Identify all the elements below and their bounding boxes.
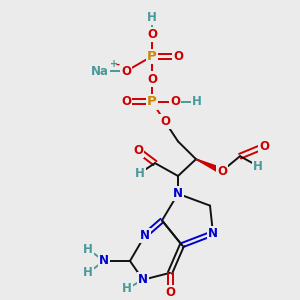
Text: H: H [253,160,263,172]
Text: N: N [138,273,148,286]
Text: -: - [116,59,120,69]
Text: H: H [83,266,93,279]
Text: N: N [173,187,183,200]
Text: O: O [147,73,157,85]
Text: H: H [135,167,145,179]
Text: N: N [140,229,150,242]
Text: H: H [83,243,93,256]
Text: O: O [259,140,269,153]
Text: P: P [147,95,157,108]
Text: H: H [122,282,132,295]
Text: O: O [160,115,170,128]
Text: O: O [147,28,157,41]
Text: O: O [133,144,143,157]
Text: O: O [165,286,175,299]
Text: H: H [192,95,202,108]
Text: Na: Na [91,65,109,78]
Text: O: O [170,95,180,108]
Text: P: P [147,50,157,63]
Text: O: O [217,164,227,178]
Polygon shape [196,159,223,174]
Text: N: N [208,227,218,240]
Text: O: O [121,65,131,78]
Text: H: H [147,11,157,24]
Text: +: + [110,59,118,69]
Text: O: O [173,50,183,63]
Text: O: O [121,95,131,108]
Text: N: N [99,254,109,268]
